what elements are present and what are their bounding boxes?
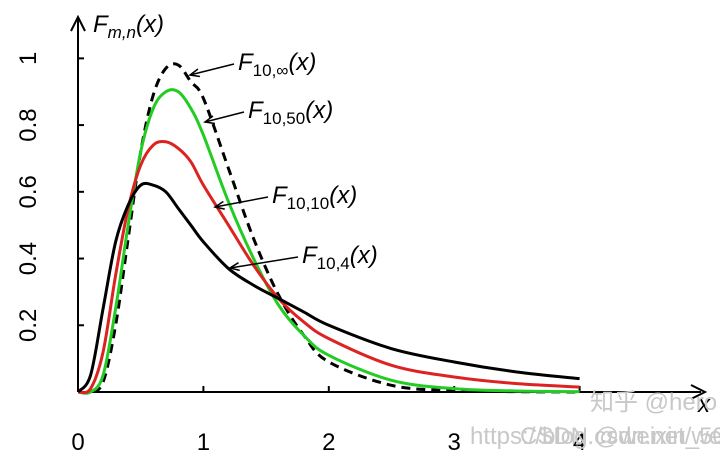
series-line xyxy=(77,140,580,395)
x-axis-label: x xyxy=(697,391,711,418)
y-tick-label: 0.2 xyxy=(15,309,42,342)
series-annotation: F10,10(x) xyxy=(272,182,357,213)
x-tick-label: 4 xyxy=(573,429,586,456)
annotation-base: F xyxy=(238,49,254,76)
annotation-arrowhead xyxy=(228,262,240,272)
annotation-sub: 10,50 xyxy=(263,109,306,128)
annotation-arrowhead xyxy=(213,200,225,210)
x-tick-label: 0 xyxy=(71,429,84,456)
series-annotation: F10,50(x) xyxy=(248,97,333,128)
y-tick-label: 0.6 xyxy=(15,175,42,208)
y-axis-label: Fm,n(x) xyxy=(93,11,164,42)
series-annotation: F10,4(x) xyxy=(302,242,378,273)
x-tick-label: 3 xyxy=(448,429,461,456)
y-label-sub: m,n xyxy=(108,23,136,42)
annotation-arg: (x) xyxy=(329,182,357,209)
annotation-arrow xyxy=(189,63,235,76)
y-label-arg: (x) xyxy=(136,11,164,38)
y-tick-label: 1 xyxy=(15,52,42,65)
watermark: CSDN @weixin_50304531 xyxy=(520,423,720,450)
annotation-base: F xyxy=(248,97,264,124)
annotation-arrow xyxy=(229,256,299,269)
watermark: 知乎 @hero xyxy=(590,389,717,416)
annotation-base: F xyxy=(302,242,318,269)
x-tick-label: 2 xyxy=(322,429,335,456)
x-tick-label: 1 xyxy=(197,429,210,456)
annotation-arg: (x) xyxy=(288,49,316,76)
annotation-arrow xyxy=(204,111,245,123)
annotation-sub: 10,4 xyxy=(317,254,350,273)
series-line xyxy=(77,88,580,395)
y-axis-arrow xyxy=(70,14,86,32)
annotation-sub: 10,∞ xyxy=(253,61,289,80)
y-label-base: F xyxy=(93,11,109,38)
y-tick-label: 0.8 xyxy=(15,108,42,141)
annotation-arrow xyxy=(214,196,269,208)
y-tick-label: 0.4 xyxy=(15,242,42,275)
x-axis-arrow xyxy=(690,384,708,400)
annotation-arrowhead xyxy=(188,68,200,78)
series-annotation: F10,∞(x) xyxy=(238,49,316,80)
annotation-base: F xyxy=(272,182,288,209)
annotation-arg: (x) xyxy=(350,242,378,269)
annotation-arg: (x) xyxy=(305,97,333,124)
annotation-arrowhead xyxy=(203,115,216,125)
series-line xyxy=(77,62,580,395)
annotation-sub: 10,10 xyxy=(287,194,330,213)
series-line xyxy=(76,181,580,394)
watermark: https://blog.csdn.net/weixin_50304531 xyxy=(470,423,720,450)
